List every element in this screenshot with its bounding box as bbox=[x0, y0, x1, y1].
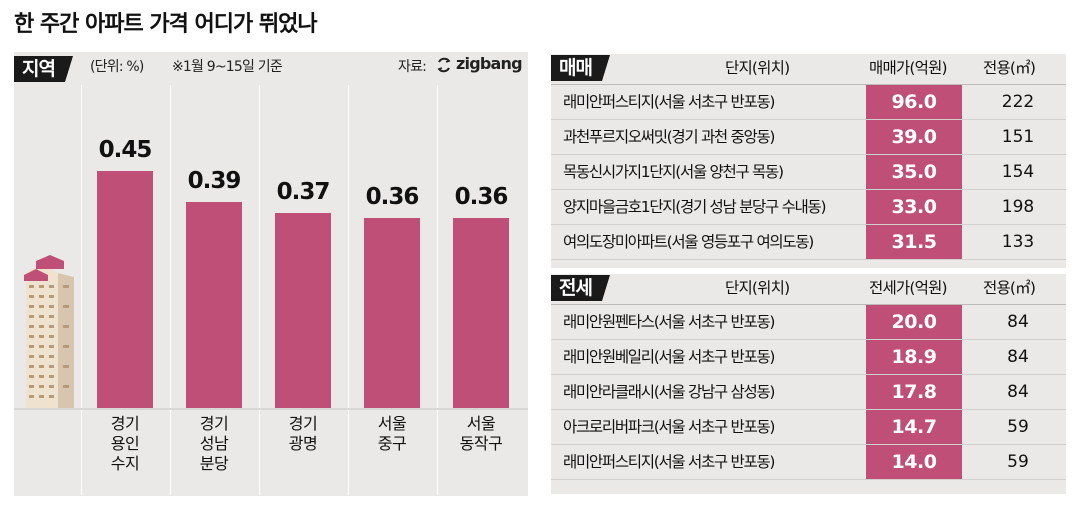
row-price: 18.9 bbox=[866, 340, 962, 374]
jeonse-table-bg bbox=[551, 274, 1066, 494]
row-name: 래미안퍼스티지(서울 서초구 반포동) bbox=[563, 453, 775, 471]
jeonse-table-header: 단지(위치) 전세가(억원) 전용(㎡) bbox=[551, 274, 1066, 305]
jeonse-header-area: 전용(㎡) bbox=[983, 279, 1036, 297]
column-divider bbox=[80, 85, 82, 495]
category-label-4: 서울 동작구 bbox=[459, 414, 503, 453]
table-row: 래미안원펜타스(서울 서초구 반포동) 20.0 84 bbox=[551, 305, 1066, 340]
sale-header-name: 단지(위치) bbox=[725, 59, 790, 77]
bar-value-label-1: 0.39 bbox=[187, 168, 242, 195]
jeonse-table: 단지(위치) 전세가(억원) 전용(㎡) 래미안원펜타스(서울 서초구 반포동)… bbox=[551, 274, 1066, 480]
category-label-3: 서울 중구 bbox=[377, 414, 407, 453]
row-name: 양지마을금호1단지(경기 성남 분당구 수내동) bbox=[563, 198, 827, 216]
bar-1 bbox=[186, 202, 242, 408]
apartment-building-icon bbox=[22, 255, 78, 414]
column-divider bbox=[436, 85, 438, 495]
page-title: 한 주간 아파트 가격 어디가 뛰었나 bbox=[14, 12, 318, 37]
row-name: 아크로리버파크(서울 서초구 반포동) bbox=[563, 418, 775, 436]
sale-tag: 매매 bbox=[551, 55, 610, 81]
row-area: 84 bbox=[1007, 347, 1029, 367]
row-area: 151 bbox=[1001, 127, 1035, 147]
period-label: ※1월 9~15일 기준 bbox=[172, 59, 283, 75]
chart-baseline bbox=[14, 408, 528, 410]
region-tag: 지역 bbox=[14, 56, 73, 82]
row-area: 198 bbox=[1001, 197, 1035, 217]
row-name: 래미안라클래시(서울 강남구 삼성동) bbox=[563, 383, 775, 401]
row-price: 33.0 bbox=[866, 190, 962, 224]
row-price: 96.0 bbox=[866, 85, 962, 119]
table-row: 래미안퍼스티지(서울 서초구 반포동) 96.0 222 bbox=[551, 85, 1066, 120]
column-divider bbox=[258, 85, 260, 495]
row-name: 래미안원펜타스(서울 서초구 반포동) bbox=[563, 313, 775, 331]
table-row: 여의도장미아파트(서울 영등포구 여의도동) 31.5 133 bbox=[551, 225, 1066, 260]
row-area: 59 bbox=[1007, 417, 1029, 437]
source-brand: zigbang bbox=[456, 54, 523, 73]
jeonse-header-price: 전세가(억원) bbox=[869, 279, 948, 297]
row-price: 20.0 bbox=[866, 305, 962, 339]
bar-value-label-4: 0.36 bbox=[454, 184, 509, 211]
bar-value-label-3: 0.36 bbox=[365, 184, 420, 211]
sale-table-header: 단지(위치) 매매가(억원) 전용(㎡) bbox=[551, 54, 1066, 85]
unit-label: (단위: %) bbox=[90, 59, 144, 75]
row-price: 17.8 bbox=[866, 375, 962, 409]
table-row: 래미안라클래시(서울 강남구 삼성동) 17.8 84 bbox=[551, 375, 1066, 410]
column-divider bbox=[169, 85, 171, 495]
table-row: 래미안원베일리(서울 서초구 반포동) 18.9 84 bbox=[551, 340, 1066, 375]
sale-table-bg bbox=[551, 54, 1066, 268]
table-row: 양지마을금호1단지(경기 성남 분당구 수내동) 33.0 198 bbox=[551, 190, 1066, 225]
row-area: 133 bbox=[1001, 232, 1035, 252]
row-price: 31.5 bbox=[866, 225, 962, 259]
bar-value-label-2: 0.37 bbox=[276, 178, 331, 205]
row-price: 14.7 bbox=[866, 410, 962, 444]
table-row: 아크로리버파크(서울 서초구 반포동) 14.7 59 bbox=[551, 410, 1066, 445]
sale-table: 단지(위치) 매매가(억원) 전용(㎡) 래미안퍼스티지(서울 서초구 반포동)… bbox=[551, 54, 1066, 260]
bar-2 bbox=[275, 212, 331, 408]
row-price: 14.0 bbox=[866, 445, 962, 479]
row-area: 84 bbox=[1007, 312, 1029, 332]
row-name: 목동신시가지1단지(서울 양천구 목동) bbox=[563, 163, 784, 181]
sale-header-price: 매매가(억원) bbox=[869, 59, 948, 77]
row-area: 222 bbox=[1001, 92, 1035, 112]
row-area: 84 bbox=[1007, 382, 1029, 402]
bar-0 bbox=[97, 170, 153, 408]
row-price: 35.0 bbox=[866, 155, 962, 189]
zigbang-logo-icon bbox=[436, 57, 452, 77]
table-row: 과천푸르지오써밋(경기 과천 중앙동) 39.0 151 bbox=[551, 120, 1066, 155]
sale-header-area: 전용(㎡) bbox=[983, 59, 1036, 77]
table-row: 래미안퍼스티지(서울 서초구 반포동) 14.0 59 bbox=[551, 445, 1066, 480]
bar-3 bbox=[364, 218, 420, 408]
bar-4 bbox=[453, 218, 509, 408]
category-label-2: 경기 광명 bbox=[288, 414, 318, 453]
table-row: 목동신시가지1단지(서울 양천구 목동) 35.0 154 bbox=[551, 155, 1066, 190]
jeonse-header-name: 단지(위치) bbox=[725, 279, 790, 297]
row-name: 과천푸르지오써밋(경기 과천 중앙동) bbox=[563, 128, 775, 146]
row-price: 39.0 bbox=[866, 120, 962, 154]
row-name: 여의도장미아파트(서울 영등포구 여의도동) bbox=[563, 233, 814, 251]
row-name: 래미안퍼스티지(서울 서초구 반포동) bbox=[563, 93, 775, 111]
bar-value-label-0: 0.45 bbox=[98, 136, 153, 163]
source-label: 자료: bbox=[398, 59, 427, 75]
column-divider bbox=[347, 85, 349, 495]
category-label-0: 경기 용인 수지 bbox=[110, 414, 140, 473]
row-area: 154 bbox=[1001, 162, 1035, 182]
row-area: 59 bbox=[1007, 452, 1029, 472]
row-name: 래미안원베일리(서울 서초구 반포동) bbox=[563, 348, 775, 366]
category-label-1: 경기 성남 분당 bbox=[199, 414, 229, 473]
jeonse-tag: 전세 bbox=[551, 275, 610, 301]
